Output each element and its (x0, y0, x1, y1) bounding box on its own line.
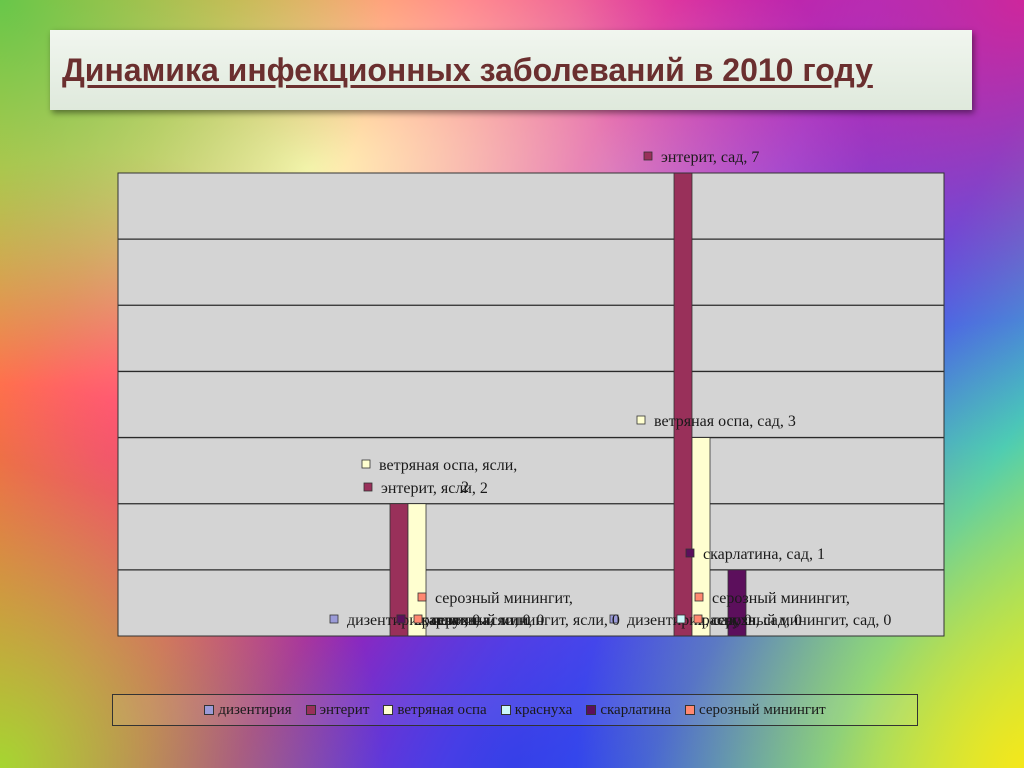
legend-label: краснуха (514, 701, 573, 718)
legend-item: энтерит (305, 701, 370, 719)
data-label: 2 (461, 479, 469, 496)
legend-item: ветряная оспа (383, 701, 487, 719)
data-label-swatch (693, 614, 703, 624)
data-label: дизентирия, ясли, 0 (347, 612, 480, 629)
data-label: серозный минингит, сад, 0 (711, 612, 891, 629)
data-label: серозный минингит, (712, 590, 850, 607)
legend-swatch (586, 705, 597, 715)
chart-legend: дизентирия энтерит ветряная оспа краснуха ск… (112, 694, 918, 726)
legend-item: краснуха (500, 701, 573, 719)
legend-label: ветряная оспа (397, 701, 487, 718)
legend-item: скарлатина (586, 702, 671, 719)
legend-label: серозный минингит (699, 701, 826, 718)
data-label: энтерит, сад, 7 (661, 149, 759, 166)
data-label: скарлатина, ясли, 0 (414, 612, 544, 629)
legend-label: скарлатина (600, 701, 672, 718)
data-label-swatch (643, 151, 653, 161)
legend-swatch (685, 705, 696, 715)
title-box: Динамика инфекционных заболеваний в 2010… (50, 30, 972, 110)
data-label-swatch (694, 592, 704, 602)
data-label-swatch (413, 614, 423, 624)
plot-border (117, 172, 945, 637)
data-label-swatch (676, 614, 686, 624)
slide-title: Динамика инфекционных заболеваний в 2010… (62, 52, 873, 88)
data-label: ветряная оспа, сад, 3 (654, 413, 796, 430)
data-label: краснуха, ясли, 0 (414, 612, 530, 629)
bar-1-1 (673, 172, 693, 637)
data-label-swatch (417, 592, 427, 602)
bar-2-1 (691, 437, 711, 637)
data-label: дизентирия, сад, 0 (627, 612, 752, 629)
data-label-swatch (685, 548, 695, 558)
data-label: серозный минингит, (435, 590, 573, 607)
data-label: серозный минингит, ясли, 0 (431, 612, 620, 629)
data-label-swatch (329, 614, 339, 624)
legend-swatch (500, 705, 511, 715)
legend-label: энтерит (319, 701, 370, 718)
legend-swatch (305, 705, 316, 715)
data-label: ветряная оспа, ясли, (379, 457, 517, 474)
data-label-swatch (609, 614, 619, 624)
data-label-swatch (361, 459, 371, 469)
data-label: краснуха, сад, 0 (694, 612, 802, 629)
data-label-swatch (363, 482, 373, 492)
legend-swatch (204, 705, 215, 715)
legend-item: серозный минингит (685, 702, 826, 719)
legend-label: дизентирия (218, 701, 292, 718)
plot-area (117, 172, 945, 637)
data-label: скарлатина, сад, 1 (703, 546, 825, 563)
data-label-swatch (396, 614, 406, 624)
legend-swatch (383, 705, 394, 715)
legend-item: дизентирия (204, 701, 292, 719)
data-label: энтерит, ясли, 2 (381, 480, 488, 497)
data-label-swatch (636, 415, 646, 425)
